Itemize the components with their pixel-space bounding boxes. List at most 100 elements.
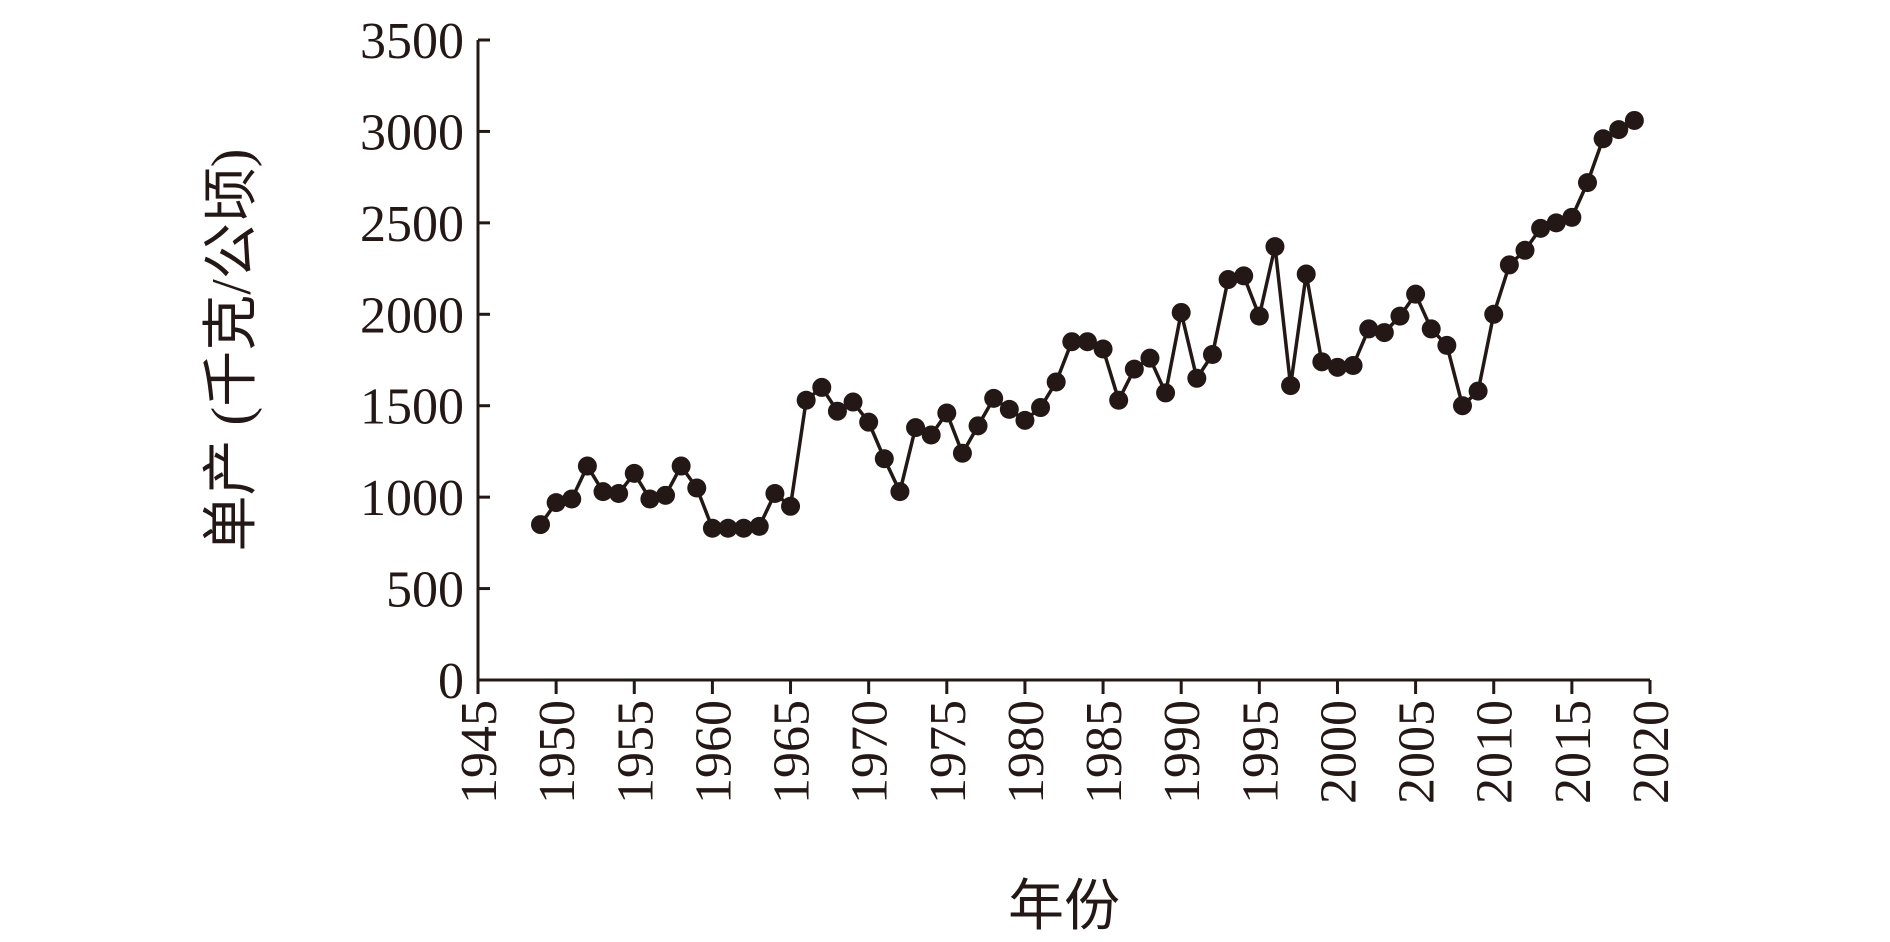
data-point bbox=[734, 518, 754, 538]
x-tick-label: 1945 bbox=[451, 700, 508, 804]
data-point bbox=[796, 390, 816, 410]
data-point bbox=[1187, 368, 1207, 388]
data-point bbox=[859, 412, 879, 432]
data-point bbox=[1109, 390, 1129, 410]
x-tick-label: 1970 bbox=[842, 700, 899, 804]
data-point bbox=[1062, 332, 1082, 352]
x-tick-label: 1975 bbox=[920, 700, 977, 804]
y-tick-label: 500 bbox=[386, 562, 464, 619]
y-tick-label: 3500 bbox=[360, 13, 464, 70]
data-point bbox=[624, 463, 644, 483]
data-point bbox=[999, 399, 1019, 419]
data-point bbox=[640, 489, 660, 509]
data-point bbox=[1452, 396, 1472, 416]
data-point bbox=[812, 377, 832, 397]
data-point bbox=[1218, 270, 1238, 290]
data-point bbox=[1046, 372, 1066, 392]
data-point bbox=[1437, 335, 1457, 355]
data-point bbox=[1312, 352, 1332, 372]
data-point bbox=[1531, 218, 1551, 238]
data-point bbox=[1624, 110, 1644, 130]
data-point bbox=[562, 489, 582, 509]
data-point bbox=[1421, 319, 1441, 339]
data-point bbox=[781, 496, 801, 516]
data-point bbox=[890, 482, 910, 502]
data-point bbox=[906, 418, 926, 438]
data-point bbox=[1562, 207, 1582, 227]
series bbox=[531, 110, 1644, 538]
x-tick-label: 1985 bbox=[1076, 700, 1133, 804]
data-point bbox=[1015, 410, 1035, 430]
data-point bbox=[671, 456, 691, 476]
data-point bbox=[1265, 237, 1285, 257]
data-point bbox=[593, 482, 613, 502]
ticks: 0 500 1000 1500 2000 2500 3000 3500 1945 1950 1955… bbox=[360, 13, 1680, 804]
data-point bbox=[1031, 398, 1051, 418]
data-point bbox=[1077, 332, 1097, 352]
data-point bbox=[546, 493, 566, 513]
data-point bbox=[765, 483, 785, 503]
x-tick-label: 2020 bbox=[1623, 700, 1680, 804]
y-tick-label: 1000 bbox=[360, 470, 464, 527]
y-tick-label: 2000 bbox=[360, 287, 464, 344]
data-point bbox=[1593, 129, 1613, 149]
data-point bbox=[1327, 357, 1347, 377]
data-point bbox=[921, 425, 941, 445]
x-tick-label: 2005 bbox=[1389, 700, 1446, 804]
x-tick-label: 2015 bbox=[1545, 700, 1602, 804]
y-tick-label: 2500 bbox=[360, 196, 464, 253]
data-point bbox=[531, 515, 551, 535]
data-point bbox=[952, 443, 972, 463]
data-point bbox=[1281, 376, 1301, 396]
data-point bbox=[1609, 120, 1629, 140]
data-point bbox=[1202, 345, 1222, 365]
x-axis-title: 年份 bbox=[1008, 876, 1120, 938]
data-point bbox=[1234, 266, 1254, 286]
data-point bbox=[1546, 213, 1566, 233]
data-point bbox=[749, 516, 769, 536]
y-tick-label: 1500 bbox=[360, 379, 464, 436]
data-point bbox=[656, 485, 676, 505]
data-point bbox=[1499, 255, 1519, 275]
x-tick-label: 1960 bbox=[685, 700, 742, 804]
data-point bbox=[984, 388, 1004, 408]
data-point bbox=[1140, 348, 1160, 368]
data-point bbox=[718, 518, 738, 538]
data-point bbox=[1468, 381, 1488, 401]
data-point bbox=[609, 483, 629, 503]
data-point bbox=[1296, 264, 1316, 284]
data-point bbox=[1124, 359, 1144, 379]
y-tick-label: 3000 bbox=[360, 104, 464, 161]
series-line bbox=[539, 118, 1636, 530]
data-point bbox=[687, 478, 707, 498]
data-point bbox=[1406, 284, 1426, 304]
x-tick-label: 1955 bbox=[607, 700, 664, 804]
data-point bbox=[843, 392, 863, 412]
data-point bbox=[1093, 339, 1113, 359]
data-point bbox=[1577, 173, 1597, 193]
data-point bbox=[1390, 306, 1410, 326]
data-point bbox=[1249, 306, 1269, 326]
x-tick-label: 2010 bbox=[1467, 700, 1524, 804]
data-point bbox=[1359, 319, 1379, 339]
y-tick-label: 0 bbox=[438, 653, 464, 710]
data-point bbox=[1374, 323, 1394, 343]
x-tick-label: 1995 bbox=[1232, 700, 1289, 804]
data-point bbox=[1171, 302, 1191, 322]
data-point bbox=[937, 403, 957, 423]
axes bbox=[476, 40, 1650, 682]
data-point bbox=[702, 518, 722, 538]
data-point bbox=[1484, 304, 1504, 324]
x-tick-label: 2000 bbox=[1310, 700, 1367, 804]
data-point bbox=[827, 401, 847, 421]
data-point bbox=[874, 449, 894, 469]
y-axis-title: 单产 (千克/公顷) bbox=[201, 149, 263, 552]
x-tick-label: 1950 bbox=[529, 700, 586, 804]
data-point bbox=[1343, 355, 1363, 375]
data-point bbox=[1515, 240, 1535, 260]
data-point bbox=[968, 416, 988, 436]
x-tick-label: 1980 bbox=[998, 700, 1055, 804]
data-point bbox=[577, 456, 597, 476]
x-tick-label: 1990 bbox=[1154, 700, 1211, 804]
